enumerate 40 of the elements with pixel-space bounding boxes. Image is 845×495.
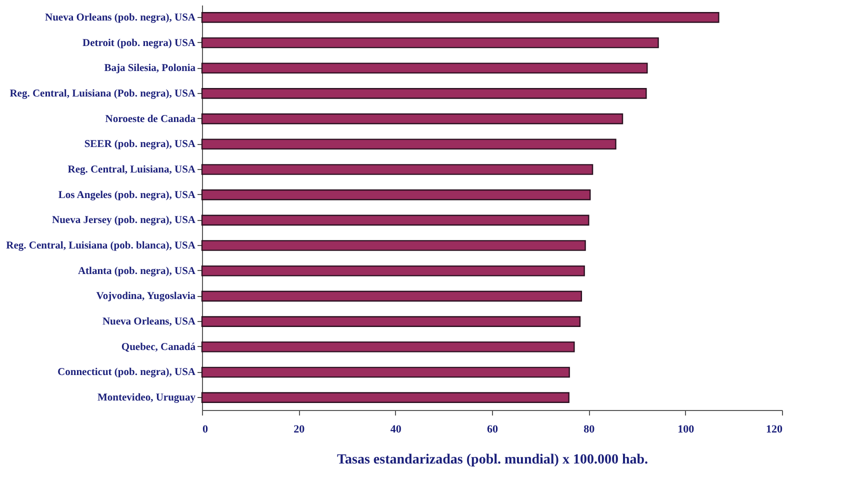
y-tick-label: Vojvodina, Yugoslavia <box>96 291 196 302</box>
x-tick-label: 80 <box>584 424 596 436</box>
bar <box>201 12 720 23</box>
bar <box>201 316 581 327</box>
y-tick-label: Atlanta (pob. negra), USA <box>78 266 196 277</box>
y-tick-label: Detroit (pob. negra) USA <box>82 38 196 49</box>
x-tick-label: 60 <box>487 424 498 436</box>
y-tick-label: SEER (pob. negra), USA <box>84 139 196 150</box>
x-tick-label: 120 <box>766 424 783 436</box>
bar <box>201 214 590 226</box>
bar <box>201 240 586 251</box>
bar <box>201 88 647 99</box>
x-tick-label: 100 <box>678 424 695 436</box>
bar <box>201 164 594 175</box>
y-tick-label: Reg. Central, Luisiana (Pob. negra), USA <box>10 88 196 100</box>
y-tick-label: Nueva Orleans (pob. negra), USA <box>44 12 196 24</box>
bar <box>201 62 648 74</box>
y-tick-label: Quebec, Canadá <box>121 342 196 353</box>
x-tick-label: 20 <box>294 424 306 436</box>
y-tick-label: Nueva Jersey (pob. negra), USA <box>52 215 196 226</box>
y-tick-label: Reg. Central, Luisiana, USA <box>68 164 196 176</box>
y-tick-label: Baja Silesia, Polonia <box>104 63 196 74</box>
y-tick-label: Connecticut (pob. negra), USA <box>58 367 196 378</box>
x-tick-label: 0 <box>202 424 208 436</box>
bar <box>201 189 591 200</box>
bar <box>201 341 575 352</box>
bar <box>201 392 570 403</box>
y-tick-label: Los Angeles (pob. negra), USA <box>58 190 196 201</box>
bar <box>201 366 570 378</box>
y-tick-label: Montevideo, Uruguay <box>98 392 196 404</box>
x-axis-title: Tasas estandarizadas (pobl. mundial) x 100.000 hab. <box>336 452 648 468</box>
bar <box>201 37 659 48</box>
bar <box>201 113 624 124</box>
x-tick-label: 40 <box>390 424 402 436</box>
y-tick-label: Noroeste de Canada <box>105 114 196 125</box>
y-tick-label: Reg. Central, Luisiana (pob. blanca), USA <box>6 240 196 252</box>
bar <box>201 138 616 150</box>
y-tick-label: Nueva Orleans, USA <box>102 316 196 328</box>
bar <box>201 290 582 302</box>
bar <box>201 265 585 276</box>
